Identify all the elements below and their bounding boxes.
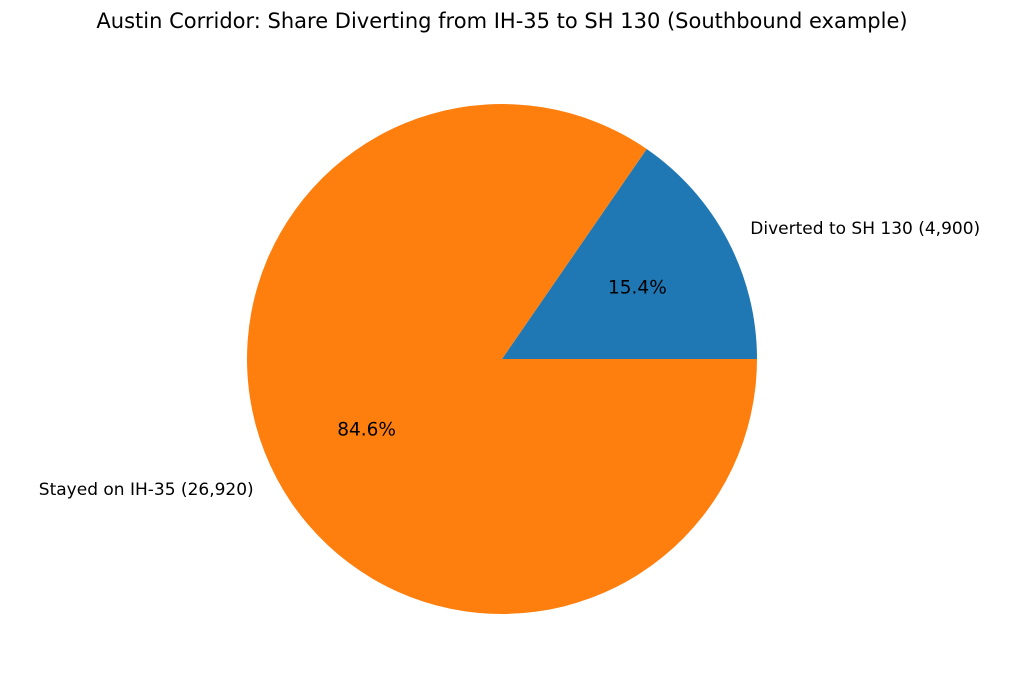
pct-label-diverted-sh130: 15.4% — [608, 277, 667, 299]
slice-label-diverted-sh130: Diverted to SH 130 (4,900) — [750, 218, 981, 239]
slice-label-stayed-ih35: Stayed on IH-35 (26,920) — [38, 479, 254, 500]
chart-title: Austin Corridor: Share Diverting from IH… — [96, 9, 908, 33]
pct-label-stayed-ih35: 84.6% — [337, 419, 396, 441]
pie-slice-stayed-ih35 — [247, 103, 758, 614]
pie-slice-diverted-sh130 — [502, 149, 757, 359]
